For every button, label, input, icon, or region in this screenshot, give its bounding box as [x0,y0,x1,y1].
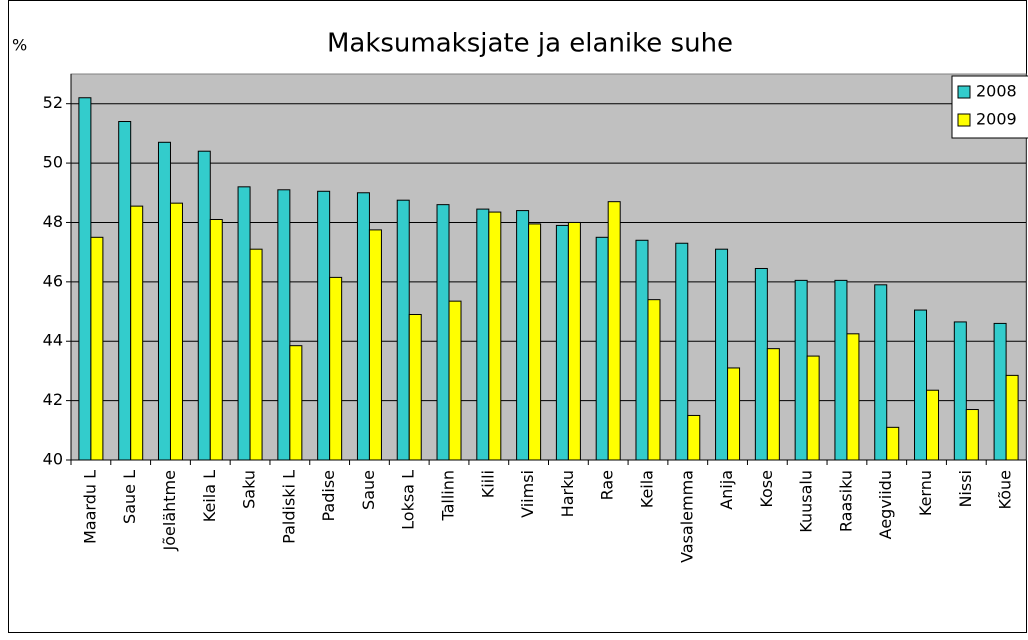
bar [965,409,979,461]
x-tick-label: Nissi [956,470,975,508]
bar [794,279,808,461]
bar [90,236,104,461]
x-tick-label: Aegviidu [876,470,895,539]
bar [834,279,848,461]
bar [528,223,542,461]
bar [237,186,251,461]
bar [993,322,1007,461]
bar [130,205,144,461]
x-tick-label: Saku [240,470,259,509]
bar [874,284,888,461]
x-tick-label: Vasalemma [677,470,696,563]
bar [635,239,649,461]
bar [78,97,92,461]
x-tick-label: Rae [598,470,617,500]
x-tick-label: Loksa L [399,470,418,530]
x-tick-label: Maardu L [80,470,99,544]
x-tick-label: Tallinn [439,470,458,522]
x-tick-label: Keila L [200,470,219,522]
chart-title: Maksumaksjate ja elanike suhe [327,29,733,59]
y-tick-label: 52 [43,93,63,112]
bar [396,199,410,461]
bar [329,276,343,461]
x-tick-label: Paldiski L [279,470,298,544]
x-tick-label: Saue [359,470,378,510]
bar [197,150,211,461]
bar [209,218,223,461]
bar [157,141,171,461]
bar [516,210,530,461]
x-tick-label: Kõue [996,470,1015,509]
legend-label: 2008 [976,82,1017,101]
x-tick-label: Raasiku [836,470,855,532]
legend-box [951,75,1028,139]
bar [1005,374,1019,461]
y-tick-label: 50 [43,153,63,172]
y-axis-label: % [12,36,27,55]
x-tick-label: Harku [558,470,577,517]
x-tick-label: Jõelähtme [160,470,179,551]
bar [715,248,729,461]
bar [169,202,183,461]
x-tick-label: Kernu [916,470,935,516]
x-tick-label: Anija [717,470,736,510]
bar [914,309,928,461]
bar [277,189,291,461]
bar [368,229,382,461]
bar [488,211,502,461]
bar [317,190,331,461]
y-tick-label: 46 [43,271,63,290]
x-tick-label: Kuusalu [797,470,816,533]
bar [436,204,450,461]
x-tick-label: Padise [319,470,338,522]
bar [595,236,609,461]
bar [567,221,581,461]
bar [953,321,967,461]
legend-label: 2009 [976,110,1017,129]
x-tick-label: Saue L [120,470,139,524]
bar [607,201,621,461]
bar [675,242,689,461]
bar [846,333,860,461]
bar [647,299,661,461]
bar [926,389,940,461]
x-tick-label: Keila [637,470,656,508]
plot-area [70,73,1027,461]
bar [289,345,303,461]
y-tick-label: 48 [43,212,63,231]
bar [356,192,370,461]
legend-swatch [957,85,971,99]
bar [806,355,820,461]
x-tick-label: Kose [757,470,776,508]
bar [886,426,900,461]
bar [448,300,462,461]
x-tick-label: Kiili [478,470,497,498]
bar [555,224,569,461]
y-tick-label: 42 [43,390,63,409]
x-tick-label: Viimsi [518,470,537,518]
bar [118,121,132,461]
y-tick-label: 40 [43,450,63,469]
bar [687,414,701,461]
y-tick-label: 44 [43,331,63,350]
bar [727,367,741,461]
bar [754,267,768,461]
legend-swatch [957,113,971,127]
bar [766,348,780,461]
bar [408,314,422,461]
bar [249,248,263,461]
bar [476,208,490,461]
